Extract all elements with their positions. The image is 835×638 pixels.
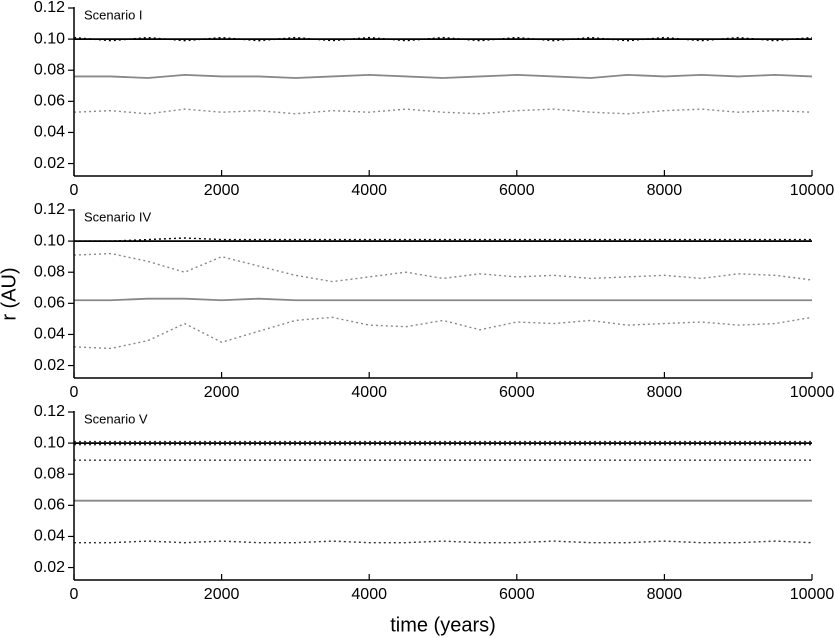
annotation: Scenario I — [84, 7, 143, 22]
y-tick-label: 0.04 — [34, 326, 65, 343]
y-tick-label: 0.06 — [34, 295, 65, 312]
y-tick-label: 0.04 — [34, 528, 65, 545]
y-tick-label: 0.08 — [34, 263, 65, 280]
y-tick-label: 0.08 — [34, 465, 65, 482]
y-tick-label: 0.10 — [34, 232, 65, 249]
x-tick-label: 0 — [70, 182, 79, 199]
y-tick-label: 0.02 — [34, 559, 65, 576]
x-tick-label: 8000 — [647, 586, 683, 603]
x-tick-label: 10000 — [790, 182, 835, 199]
annotation: Scenario V — [84, 411, 148, 426]
x-tick-label: 10000 — [790, 586, 835, 603]
x-tick-label: 8000 — [647, 384, 683, 401]
x-tick-label: 6000 — [499, 182, 535, 199]
data-line — [73, 316, 813, 350]
y-tick-label: 0.10 — [34, 434, 65, 451]
data-line — [74, 73, 813, 79]
data-line — [74, 237, 812, 242]
x-axis-title: time (years) — [390, 614, 496, 636]
data-line — [73, 36, 813, 42]
y-tick-label: 0.04 — [34, 124, 65, 141]
x-tick-label: 4000 — [351, 182, 387, 199]
y-tick-label: 0.06 — [34, 93, 65, 110]
x-tick-label: 2000 — [204, 586, 240, 603]
x-tick-label: 0 — [70, 586, 79, 603]
y-axis-title: r (AU) — [0, 267, 20, 320]
y-tick-label: 0.12 — [34, 0, 65, 16]
x-tick-label: 4000 — [351, 384, 387, 401]
y-tick-label: 0.08 — [34, 61, 65, 78]
x-tick-label: 2000 — [204, 384, 240, 401]
x-tick-label: 4000 — [351, 586, 387, 603]
y-tick-label: 0.02 — [34, 357, 65, 374]
y-tick-label: 0.02 — [34, 155, 65, 172]
x-tick-label: 6000 — [499, 586, 535, 603]
x-tick-label: 8000 — [647, 182, 683, 199]
y-tick-label: 0.10 — [34, 30, 65, 47]
data-line — [73, 252, 813, 283]
data-line — [74, 297, 812, 302]
x-tick-label: 6000 — [499, 384, 535, 401]
annotation: Scenario IV — [84, 209, 152, 224]
x-tick-label: 10000 — [790, 384, 835, 401]
x-tick-label: 2000 — [204, 182, 240, 199]
y-tick-label: 0.06 — [34, 497, 65, 514]
data-line — [73, 108, 813, 115]
x-tick-label: 0 — [70, 384, 79, 401]
y-tick-label: 0.12 — [34, 201, 65, 218]
data-line — [74, 540, 813, 544]
y-tick-label: 0.12 — [34, 403, 65, 420]
